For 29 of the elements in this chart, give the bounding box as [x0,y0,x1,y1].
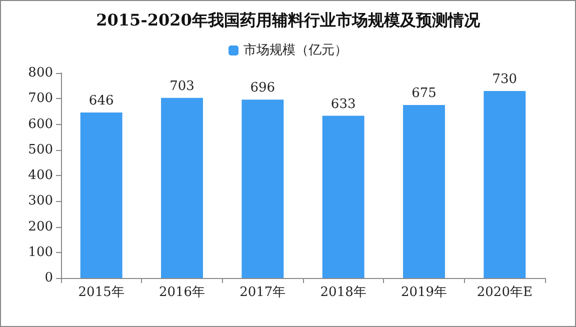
x-tick-label: 2018年 [320,285,366,300]
x-tick-label: 2015年 [78,285,124,300]
y-tick-label: 600 [28,116,53,132]
chart-title: 2015-2020年我国药用辅料行业市场规模及预测情况 [96,10,481,30]
y-tick-label: 800 [28,66,53,80]
x-tick-label: 2016年 [158,285,206,300]
bar [80,112,122,278]
bar [242,100,284,278]
data-label: 703 [170,78,194,94]
data-label: 696 [250,80,276,96]
bar [403,105,445,278]
y-tick-label: 700 [28,91,53,106]
y-tick-label: 100 [28,244,53,260]
legend-label: 市场规模（亿元） [244,43,348,58]
data-label: 675 [412,86,436,102]
bar [161,98,203,278]
x-tick-label: 2020年E [476,285,532,300]
data-label: 646 [88,93,114,108]
y-tick-label: 500 [28,142,53,158]
y-tick-label: 0 [44,270,53,286]
data-label: 633 [330,96,356,112]
y-tick-label: 200 [28,219,53,234]
x-tick-label: 2019年 [400,285,448,300]
bar [322,116,364,278]
bar [484,90,526,278]
data-label: 730 [492,72,518,87]
y-tick-label: 300 [28,194,53,209]
y-tick-label: 400 [28,168,53,183]
x-tick-label: 2017年 [240,285,286,300]
